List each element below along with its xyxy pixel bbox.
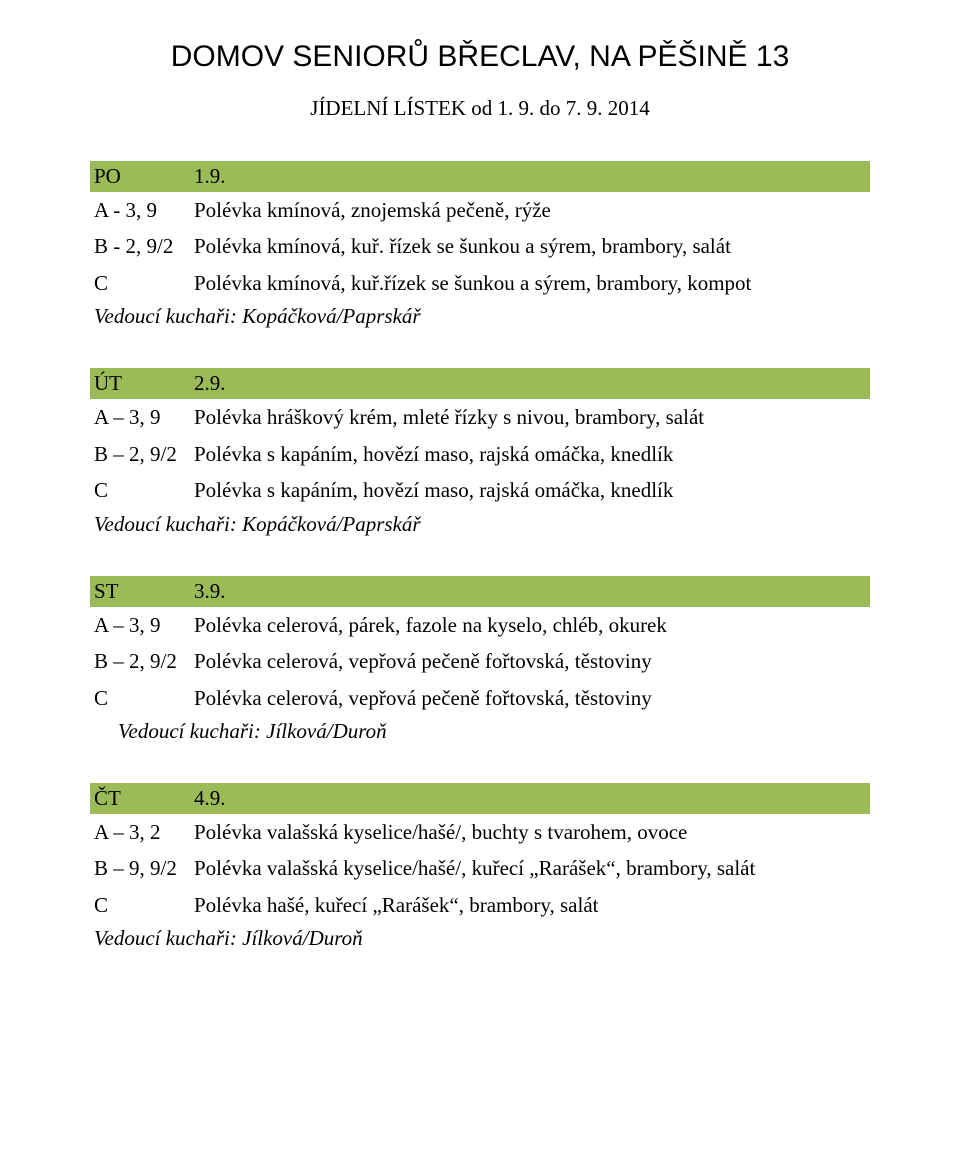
menu-code: A – 3, 9	[94, 402, 194, 432]
day-block: PO1.9.A - 3, 9Polévka kmínová, znojemská…	[90, 161, 870, 332]
menu-row: A – 3, 9Polévka celerová, párek, fazole …	[90, 607, 870, 643]
menu-row: B – 2, 9/2Polévka s kapáním, hovězí maso…	[90, 436, 870, 472]
day-block: ST3.9.A – 3, 9Polévka celerová, párek, f…	[90, 576, 870, 747]
menu-row: A - 3, 9Polévka kmínová, znojemská pečen…	[90, 192, 870, 228]
day-abbr: ÚT	[94, 371, 194, 396]
chefs-line: Vedoucí kuchaři: Jílková/Duroň	[90, 923, 870, 954]
menu-text: Polévka kmínová, kuř.řízek se šunkou a s…	[194, 268, 866, 298]
menu-text: Polévka kmínová, kuř. řízek se šunkou a …	[194, 231, 866, 261]
menu-code: A - 3, 9	[94, 195, 194, 225]
day-date: 2.9.	[194, 371, 226, 396]
page-subtitle: JÍDELNÍ LÍSTEK od 1. 9. do 7. 9. 2014	[90, 96, 870, 121]
menu-code: A – 3, 2	[94, 817, 194, 847]
chefs-line: Vedoucí kuchaři: Kopáčková/Paprskář	[90, 509, 870, 540]
day-header: ČT4.9.	[90, 783, 870, 814]
menu-row: A – 3, 2Polévka valašská kyselice/hašé/,…	[90, 814, 870, 850]
menu-text: Polévka s kapáním, hovězí maso, rajská o…	[194, 475, 866, 505]
menu-text: Polévka celerová, párek, fazole na kysel…	[194, 610, 866, 640]
menu-text: Polévka kmínová, znojemská pečeně, rýže	[194, 195, 866, 225]
menu-code: B – 9, 9/2	[94, 853, 194, 883]
day-abbr: PO	[94, 164, 194, 189]
days-container: PO1.9.A - 3, 9Polévka kmínová, znojemská…	[90, 161, 870, 954]
day-abbr: ST	[94, 579, 194, 604]
day-block: ČT4.9.A – 3, 2Polévka valašská kyselice/…	[90, 783, 870, 954]
menu-text: Polévka hašé, kuřecí „Rarášek“, brambory…	[194, 890, 866, 920]
page-title: DOMOV SENIORŮ BŘECLAV, NA PĚŠINĚ 13	[90, 40, 870, 74]
day-header: PO1.9.	[90, 161, 870, 192]
chefs-line: Vedoucí kuchaři: Jílková/Duroň	[90, 716, 870, 747]
menu-code: B - 2, 9/2	[94, 231, 194, 261]
menu-row: CPolévka s kapáním, hovězí maso, rajská …	[90, 472, 870, 508]
day-date: 4.9.	[194, 786, 226, 811]
menu-row: B - 2, 9/2Polévka kmínová, kuř. řízek se…	[90, 228, 870, 264]
menu-text: Polévka celerová, vepřová pečeně fořtovs…	[194, 646, 866, 676]
menu-code: B – 2, 9/2	[94, 439, 194, 469]
menu-text: Polévka hráškový krém, mleté řízky s niv…	[194, 402, 866, 432]
day-header: ST3.9.	[90, 576, 870, 607]
menu-code: C	[94, 890, 194, 920]
menu-row: A – 3, 9Polévka hráškový krém, mleté říz…	[90, 399, 870, 435]
menu-code: B – 2, 9/2	[94, 646, 194, 676]
menu-text: Polévka valašská kyselice/hašé/, kuřecí …	[194, 853, 866, 883]
chefs-line: Vedoucí kuchaři: Kopáčková/Paprskář	[90, 301, 870, 332]
menu-code: C	[94, 683, 194, 713]
menu-text: Polévka valašská kyselice/hašé/, buchty …	[194, 817, 866, 847]
day-header: ÚT2.9.	[90, 368, 870, 399]
menu-row: B – 2, 9/2Polévka celerová, vepřová peče…	[90, 643, 870, 679]
menu-code: A – 3, 9	[94, 610, 194, 640]
menu-row: CPolévka celerová, vepřová pečeně fořtov…	[90, 680, 870, 716]
menu-row: CPolévka kmínová, kuř.řízek se šunkou a …	[90, 265, 870, 301]
menu-code: C	[94, 268, 194, 298]
menu-row: CPolévka hašé, kuřecí „Rarášek“, brambor…	[90, 887, 870, 923]
menu-text: Polévka celerová, vepřová pečeně fořtovs…	[194, 683, 866, 713]
menu-text: Polévka s kapáním, hovězí maso, rajská o…	[194, 439, 866, 469]
menu-row: B – 9, 9/2Polévka valašská kyselice/hašé…	[90, 850, 870, 886]
day-block: ÚT2.9.A – 3, 9Polévka hráškový krém, mle…	[90, 368, 870, 539]
day-date: 3.9.	[194, 579, 226, 604]
day-abbr: ČT	[94, 786, 194, 811]
day-date: 1.9.	[194, 164, 226, 189]
menu-code: C	[94, 475, 194, 505]
